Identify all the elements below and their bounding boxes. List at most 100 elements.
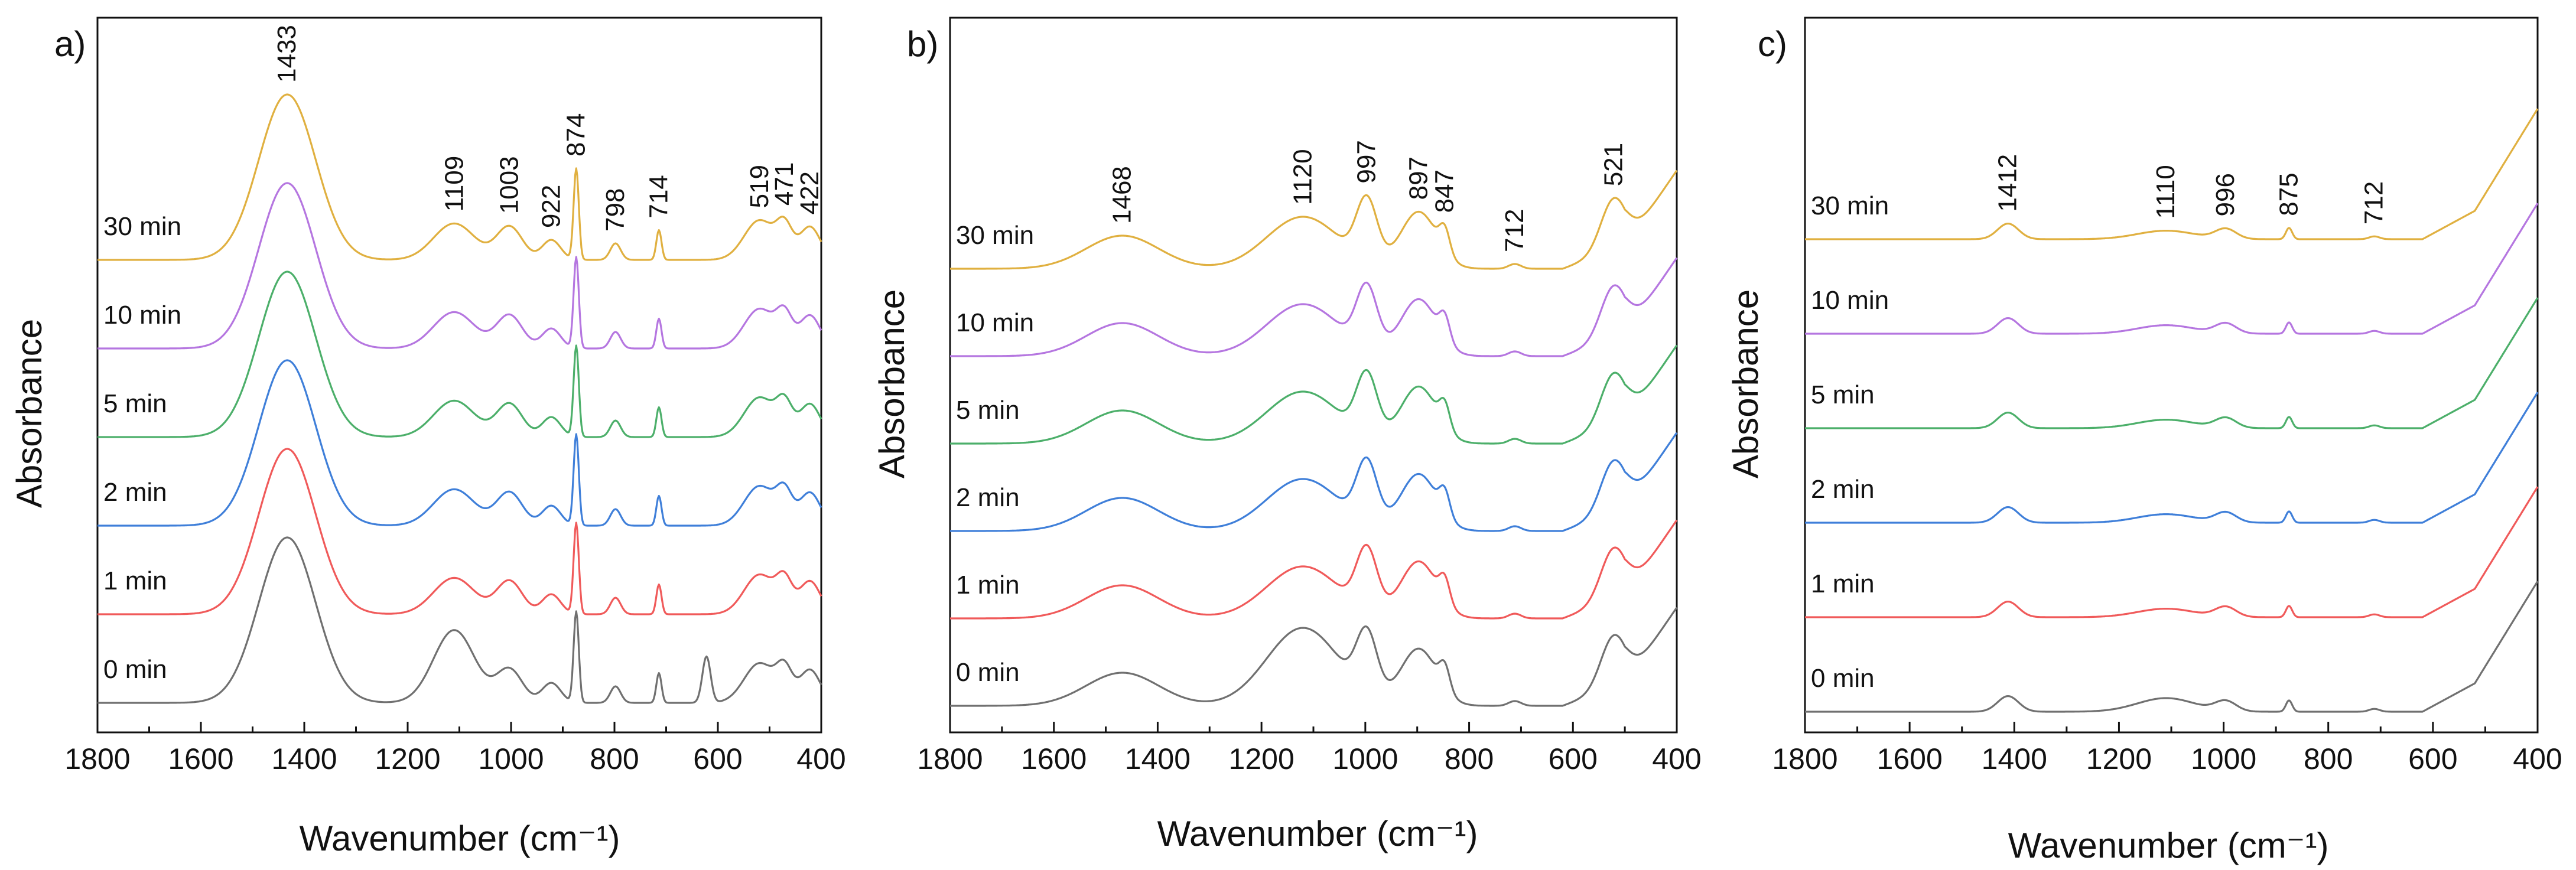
x-tick-label-c-800: 800 (2304, 742, 2353, 775)
x-tick-label-c-600: 600 (2408, 742, 2457, 775)
peak-label-b-847: 847 (1430, 170, 1459, 213)
peak-label-a-798: 798 (601, 188, 630, 232)
panel-tag-b: b) (907, 24, 938, 64)
series-label-a-1-min: 1 min (103, 566, 167, 595)
series-line-a-0-min (97, 536, 822, 704)
x-tick-label-b-400: 400 (1652, 742, 1701, 775)
x-tick-label-a-1000: 1000 (478, 742, 544, 775)
series-label-a-30-min: 30 min (103, 212, 181, 241)
peak-label-b-897: 897 (1404, 157, 1433, 200)
series-label-b-2-min: 2 min (956, 483, 1020, 512)
peak-label-c-1412: 1412 (1993, 154, 2022, 212)
series-line-a-10-min (97, 182, 822, 350)
x-tick-label-b-1600: 1600 (1021, 742, 1087, 775)
series-labels-a: 30 min 10 min 5 min 2 min 1 min 0 min (103, 212, 181, 684)
x-axis-label-b: Wavenumber (cm⁻¹) (1157, 814, 1478, 853)
peak-label-b-997: 997 (1352, 140, 1381, 183)
series-line-a-1-min (97, 448, 822, 615)
series-line-b-5-min (950, 344, 1678, 445)
peak-label-b-521: 521 (1599, 143, 1628, 186)
panel-c: c) Absorbance Wavenumber (cm⁻¹) 1800 1600… (1726, 17, 2562, 865)
x-tick-label-b-1800: 1800 (917, 742, 983, 775)
x-tick-label-a-800: 800 (590, 742, 639, 775)
panel-b: b) Absorbance Wavenumber (cm⁻¹) 1800 1600… (872, 17, 1702, 853)
plot-frame-c (1804, 17, 2539, 734)
series-line-c-10-min (1805, 203, 2539, 335)
x-tick-label-c-1200: 1200 (2086, 742, 2152, 775)
series-line-c-5-min (1805, 297, 2539, 429)
series-label-c-1-min: 1 min (1811, 569, 1875, 598)
series-line-b-10-min (950, 257, 1678, 357)
x-tick-label-a-1400: 1400 (271, 742, 337, 775)
x-axis-label-c: Wavenumber (cm⁻¹) (2008, 826, 2329, 865)
series-label-a-10-min: 10 min (103, 301, 181, 330)
series-line-a-2-min (97, 359, 822, 527)
peak-label-a-714: 714 (644, 175, 673, 218)
peak-label-b-712: 712 (1500, 209, 1529, 252)
x-tick-label-b-600: 600 (1549, 742, 1598, 775)
peak-label-a-1109: 1109 (440, 156, 469, 212)
peak-label-a-874: 874 (561, 113, 590, 157)
series-label-a-0-min: 0 min (103, 655, 167, 684)
x-tick-label-c-1400: 1400 (1982, 742, 2047, 775)
series-group-c (1805, 108, 2539, 713)
series-label-c-2-min: 2 min (1811, 475, 1875, 504)
peak-label-c-1110: 1110 (2151, 165, 2180, 219)
x-ticks-b: 1800 1600 1400 1200 1000 800 600 400 (917, 722, 1702, 775)
x-tick-label-b-800: 800 (1445, 742, 1494, 775)
series-line-b-30-min (950, 170, 1678, 270)
series-label-b-0-min: 0 min (956, 658, 1020, 687)
peak-label-c-712: 712 (2360, 181, 2389, 224)
y-axis-label-c: Absorbance (1726, 289, 1765, 478)
y-axis-label-b: Absorbance (872, 289, 912, 478)
x-tick-label-c-1600: 1600 (1877, 742, 1943, 775)
series-line-c-2-min (1805, 392, 2539, 524)
x-tick-label-b-1400: 1400 (1125, 742, 1191, 775)
series-label-a-5-min: 5 min (103, 389, 167, 418)
series-group-a (97, 93, 822, 704)
series-line-b-1-min (950, 519, 1678, 620)
series-label-c-30-min: 30 min (1811, 191, 1889, 220)
series-line-c-30-min (1805, 108, 2539, 240)
peak-label-a-422: 422 (795, 171, 824, 214)
series-labels-c: 30 min 10 min 5 min 2 min 1 min 0 min (1811, 191, 1889, 693)
peak-label-c-996: 996 (2211, 173, 2240, 216)
series-line-b-2-min (950, 432, 1678, 532)
series-line-b-0-min (950, 607, 1678, 707)
x-ticks-a: 1800 1600 1400 1200 1000 800 600 400 (64, 722, 846, 775)
peak-label-b-1468: 1468 (1108, 166, 1137, 224)
panel-a: a) Absorbance Wavenumber (cm⁻¹) 1800 1600… (9, 17, 846, 858)
series-label-b-5-min: 5 min (956, 396, 1020, 425)
plot-frame-b (949, 17, 1678, 734)
peak-label-b-1120: 1120 (1288, 149, 1317, 205)
x-ticks-c: 1800 1600 1400 1200 1000 800 600 400 (1772, 722, 2562, 775)
series-line-c-0-min (1805, 581, 2539, 713)
x-tick-label-b-1000: 1000 (1332, 742, 1398, 775)
x-axis-label-a: Wavenumber (cm⁻¹) (300, 819, 620, 858)
x-tick-label-a-400: 400 (796, 742, 845, 775)
x-tick-label-c-400: 400 (2513, 742, 2562, 775)
series-label-b-10-min: 10 min (956, 308, 1034, 337)
series-label-c-0-min: 0 min (1811, 664, 1875, 693)
series-label-b-30-min: 30 min (956, 221, 1034, 250)
x-tick-label-b-1200: 1200 (1229, 742, 1294, 775)
series-line-a-30-min (97, 93, 822, 261)
series-line-a-5-min (97, 271, 822, 438)
peak-label-a-922: 922 (536, 185, 565, 228)
series-label-a-2-min: 2 min (103, 478, 167, 507)
x-tick-label-a-600: 600 (693, 742, 742, 775)
y-axis-label-a: Absorbance (9, 319, 49, 508)
peak-label-a-1433: 1433 (272, 25, 301, 83)
x-tick-label-a-1200: 1200 (375, 742, 440, 775)
series-label-c-10-min: 10 min (1811, 286, 1889, 315)
series-label-b-1-min: 1 min (956, 571, 1020, 599)
peak-label-a-519: 519 (745, 165, 774, 208)
series-group-b (950, 170, 1678, 707)
x-tick-label-c-1000: 1000 (2191, 742, 2256, 775)
x-tick-label-c-1800: 1800 (1772, 742, 1837, 775)
panel-tag-c: c) (1758, 24, 1787, 64)
peak-label-c-875: 875 (2274, 172, 2303, 216)
